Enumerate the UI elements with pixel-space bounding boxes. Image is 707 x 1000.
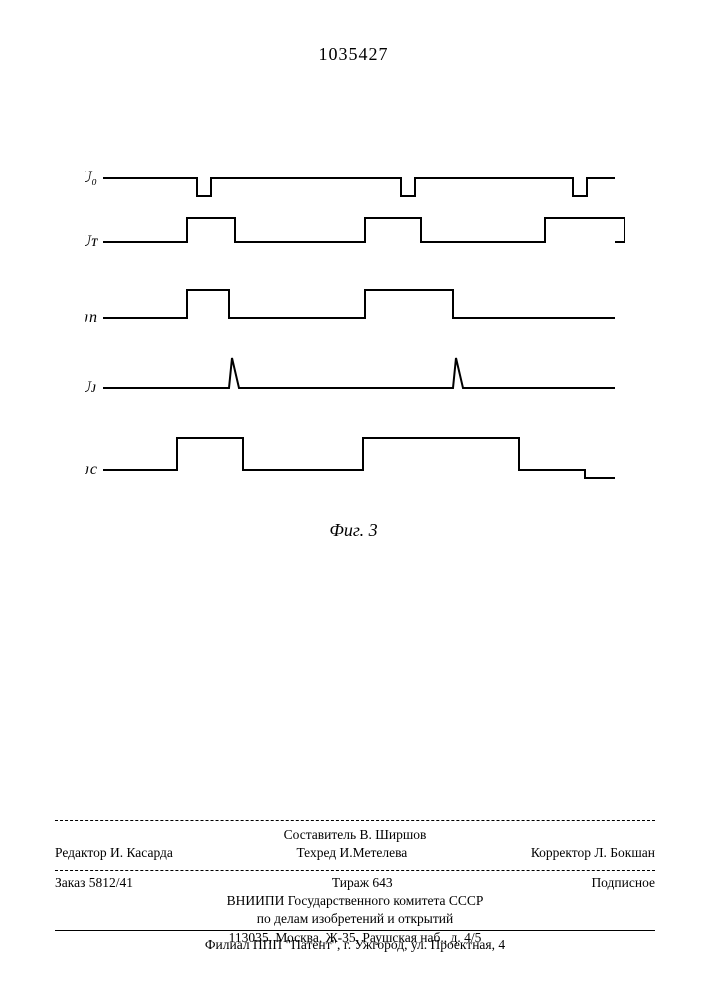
order-number: Заказ 5812/41 (55, 874, 133, 892)
waveform-trace (103, 178, 615, 196)
branch-line: Филиал ППП "Патент", г. Ужгород, ул. Про… (55, 936, 655, 954)
editor: Редактор И. Касарда (55, 844, 173, 862)
waveform-label: Uᴊc (85, 461, 97, 478)
waveform-trace (103, 438, 615, 478)
divider-dashed-bottom (55, 870, 655, 871)
waveform-trace (103, 290, 615, 318)
branch-line-block: Филиал ППП "Патент", г. Ужгород, ул. Про… (55, 936, 655, 954)
waveform-trace (103, 218, 625, 242)
organization-line-2: по делам изобретений и открытий (55, 910, 655, 928)
waveform-label: Uᴊп (85, 309, 97, 326)
compiler-line: Составитель В. Ширшов (55, 826, 655, 844)
waveform-label: U₀ (85, 169, 97, 186)
timing-diagram: U₀ Uᴛ Uᴊп Uᴊ Uᴊc (85, 150, 625, 550)
techred: Техред И.Метелева (296, 844, 407, 862)
corrector: Корректор Л. Бокшан (531, 844, 655, 862)
credits-block-1: Составитель В. Ширшов Редактор И. Касард… (55, 826, 655, 862)
document-number: 1035427 (0, 44, 707, 65)
divider-solid (55, 930, 655, 931)
waveform-trace (103, 358, 615, 388)
divider-dashed-top (55, 820, 655, 821)
print-run: Тираж 643 (332, 874, 393, 892)
subscription: Подписное (591, 874, 655, 892)
figure-caption: Фиг. 3 (0, 520, 707, 541)
waveform-label: Uᴊ (85, 379, 97, 396)
waveform-label: Uᴛ (85, 233, 99, 250)
organization-line-1: ВНИИПИ Государственного комитета СССР (55, 892, 655, 910)
